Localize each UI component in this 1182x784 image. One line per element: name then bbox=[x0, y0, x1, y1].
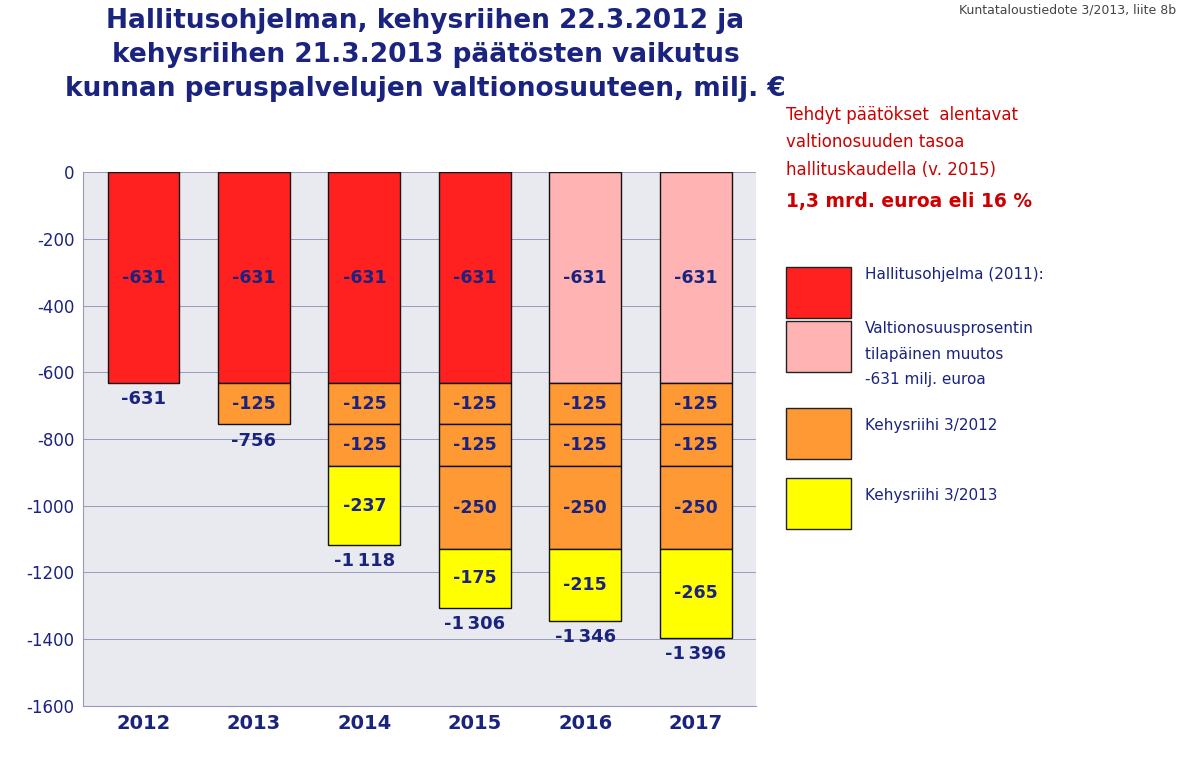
Bar bbox=[329, 383, 401, 424]
Text: -175: -175 bbox=[453, 569, 496, 587]
Text: -237: -237 bbox=[343, 496, 387, 514]
Text: -1 346: -1 346 bbox=[554, 628, 616, 646]
Bar bbox=[550, 550, 622, 621]
Text: Kuntataloustiedote 3/2013, liite 8b: Kuntataloustiedote 3/2013, liite 8b bbox=[959, 4, 1176, 17]
Text: tilapäinen muutos: tilapäinen muutos bbox=[865, 347, 1004, 361]
Text: -631: -631 bbox=[453, 269, 496, 287]
Bar bbox=[550, 383, 622, 424]
Bar bbox=[329, 172, 401, 383]
Text: -631: -631 bbox=[674, 269, 717, 287]
Text: -631: -631 bbox=[121, 390, 165, 408]
Text: -125: -125 bbox=[453, 436, 496, 454]
Text: Tehdyt päätökset  alentavat: Tehdyt päätökset alentavat bbox=[786, 106, 1018, 124]
Bar bbox=[439, 466, 511, 550]
Text: -125: -125 bbox=[674, 394, 717, 412]
Text: -125: -125 bbox=[674, 436, 717, 454]
Bar bbox=[550, 424, 622, 466]
Text: -125: -125 bbox=[232, 394, 275, 412]
Text: -125: -125 bbox=[564, 436, 608, 454]
Text: -631 milj. euroa: -631 milj. euroa bbox=[865, 372, 986, 387]
Text: hallituskaudella (v. 2015): hallituskaudella (v. 2015) bbox=[786, 161, 996, 179]
Text: -631: -631 bbox=[232, 269, 275, 287]
Bar bbox=[439, 424, 511, 466]
Bar bbox=[660, 383, 732, 424]
Text: Valtionosuusprosentin: Valtionosuusprosentin bbox=[865, 321, 1034, 336]
Text: -250: -250 bbox=[453, 499, 496, 517]
Text: -250: -250 bbox=[564, 499, 608, 517]
Text: -1 118: -1 118 bbox=[333, 553, 395, 570]
Text: Kehysriihi 3/2013: Kehysriihi 3/2013 bbox=[865, 488, 998, 503]
Bar bbox=[217, 383, 290, 424]
Text: -125: -125 bbox=[343, 436, 387, 454]
Text: -125: -125 bbox=[453, 394, 496, 412]
Text: -215: -215 bbox=[564, 576, 608, 594]
Bar bbox=[550, 172, 622, 383]
Text: -250: -250 bbox=[674, 499, 717, 517]
Bar bbox=[108, 172, 180, 383]
Text: -756: -756 bbox=[232, 432, 277, 450]
Text: -265: -265 bbox=[674, 585, 717, 602]
Text: -1 396: -1 396 bbox=[665, 645, 726, 663]
Text: Hallitusohjelman, kehysriihen 22.3.2012 ja
kehysriihen 21.3.2013 päätösten vaiku: Hallitusohjelman, kehysriihen 22.3.2012 … bbox=[65, 8, 786, 102]
Bar bbox=[439, 172, 511, 383]
Text: Hallitusohjelma (2011):: Hallitusohjelma (2011): bbox=[865, 267, 1044, 281]
Bar bbox=[660, 550, 732, 637]
Text: -125: -125 bbox=[343, 394, 387, 412]
Text: -631: -631 bbox=[343, 269, 387, 287]
Bar bbox=[550, 466, 622, 550]
Text: -1 306: -1 306 bbox=[444, 615, 506, 633]
Bar bbox=[439, 383, 511, 424]
Text: -125: -125 bbox=[564, 394, 608, 412]
Bar bbox=[329, 466, 401, 545]
Text: 1,3 mrd. euroa eli 16 %: 1,3 mrd. euroa eli 16 % bbox=[786, 192, 1032, 211]
Text: valtionosuuden tasoa: valtionosuuden tasoa bbox=[786, 133, 965, 151]
Bar bbox=[217, 172, 290, 383]
Bar bbox=[660, 172, 732, 383]
Text: Kehysriihi 3/2012: Kehysriihi 3/2012 bbox=[865, 418, 998, 433]
Bar bbox=[660, 424, 732, 466]
Bar bbox=[439, 550, 511, 608]
Bar bbox=[660, 466, 732, 550]
Text: -631: -631 bbox=[122, 269, 165, 287]
Text: -631: -631 bbox=[564, 269, 608, 287]
Bar bbox=[329, 424, 401, 466]
